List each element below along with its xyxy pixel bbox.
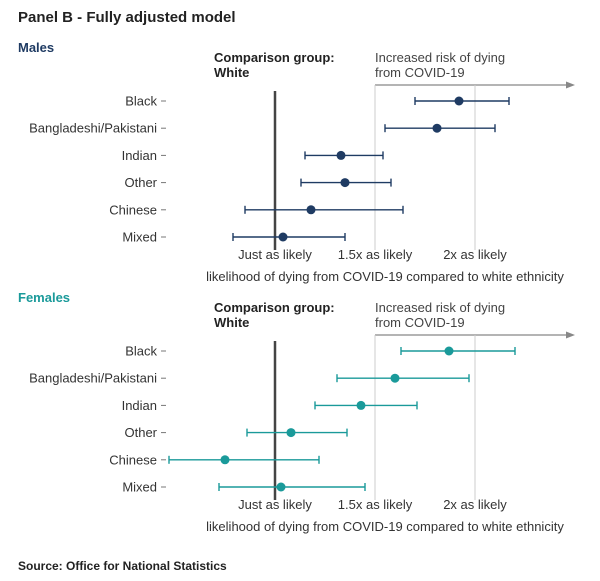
risk-annotation-line2: from COVID-19: [375, 315, 465, 330]
panel-males: Males Comparison group:White Increased ris…: [18, 40, 575, 284]
point-estimate: [336, 150, 346, 160]
x-tick-label: Just as likely: [238, 247, 312, 262]
point-estimate: [220, 455, 230, 465]
source-note: Source: Office for National Statistics: [18, 559, 227, 573]
category-label: Chinese: [109, 202, 157, 217]
point-estimate: [276, 482, 286, 492]
category-label: Indian: [122, 398, 157, 413]
x-tick-label: 2x as likely: [443, 497, 507, 512]
x-tick-label: 1.5x as likely: [338, 497, 413, 512]
risk-annotation-line1: Increased risk of dying: [375, 50, 505, 65]
panel-females: Females Comparison group:White Increased r…: [18, 290, 575, 534]
category-label: Indian: [122, 148, 157, 163]
x-axis-label: likelihood of dying from COVID-19 compar…: [206, 519, 564, 534]
risk-arrow-head: [566, 81, 575, 89]
comparison-group-value: White: [214, 315, 249, 330]
category-label: Bangladeshi/Pakistani: [29, 371, 157, 386]
point-estimate: [454, 96, 464, 106]
point-estimate: [390, 373, 400, 383]
point-estimate: [340, 178, 350, 188]
category-label: Chinese: [109, 452, 157, 467]
x-tick-label: 1.5x as likely: [338, 247, 413, 262]
point-estimate: [286, 428, 296, 438]
category-label: Black: [125, 344, 157, 359]
point-estimate: [444, 346, 454, 356]
category-label: Black: [125, 94, 157, 109]
panel-title: Males: [18, 40, 54, 55]
point-estimate: [278, 232, 288, 242]
point-estimate: [432, 123, 442, 133]
category-label: Other: [124, 175, 157, 190]
risk-annotation-line2: from COVID-19: [375, 65, 465, 80]
figure-title: Panel B - Fully adjusted model: [18, 9, 236, 26]
risk-annotation-line1: Increased risk of dying: [375, 300, 505, 315]
category-label: Bangladeshi/Pakistani: [29, 121, 157, 136]
comparison-group-value: White: [214, 65, 249, 80]
category-label: Other: [124, 425, 157, 440]
panel-title: Females: [18, 290, 70, 305]
x-tick-label: Just as likely: [238, 497, 312, 512]
comparison-group-label: Comparison group:: [214, 50, 335, 65]
x-tick-label: 2x as likely: [443, 247, 507, 262]
point-estimate: [356, 400, 366, 410]
point-estimate: [306, 205, 316, 215]
category-label: Mixed: [122, 230, 157, 245]
comparison-group-label: Comparison group:: [214, 300, 335, 315]
x-axis-label: likelihood of dying from COVID-19 compar…: [206, 269, 564, 284]
category-label: Mixed: [122, 480, 157, 495]
risk-arrow-head: [566, 331, 575, 339]
